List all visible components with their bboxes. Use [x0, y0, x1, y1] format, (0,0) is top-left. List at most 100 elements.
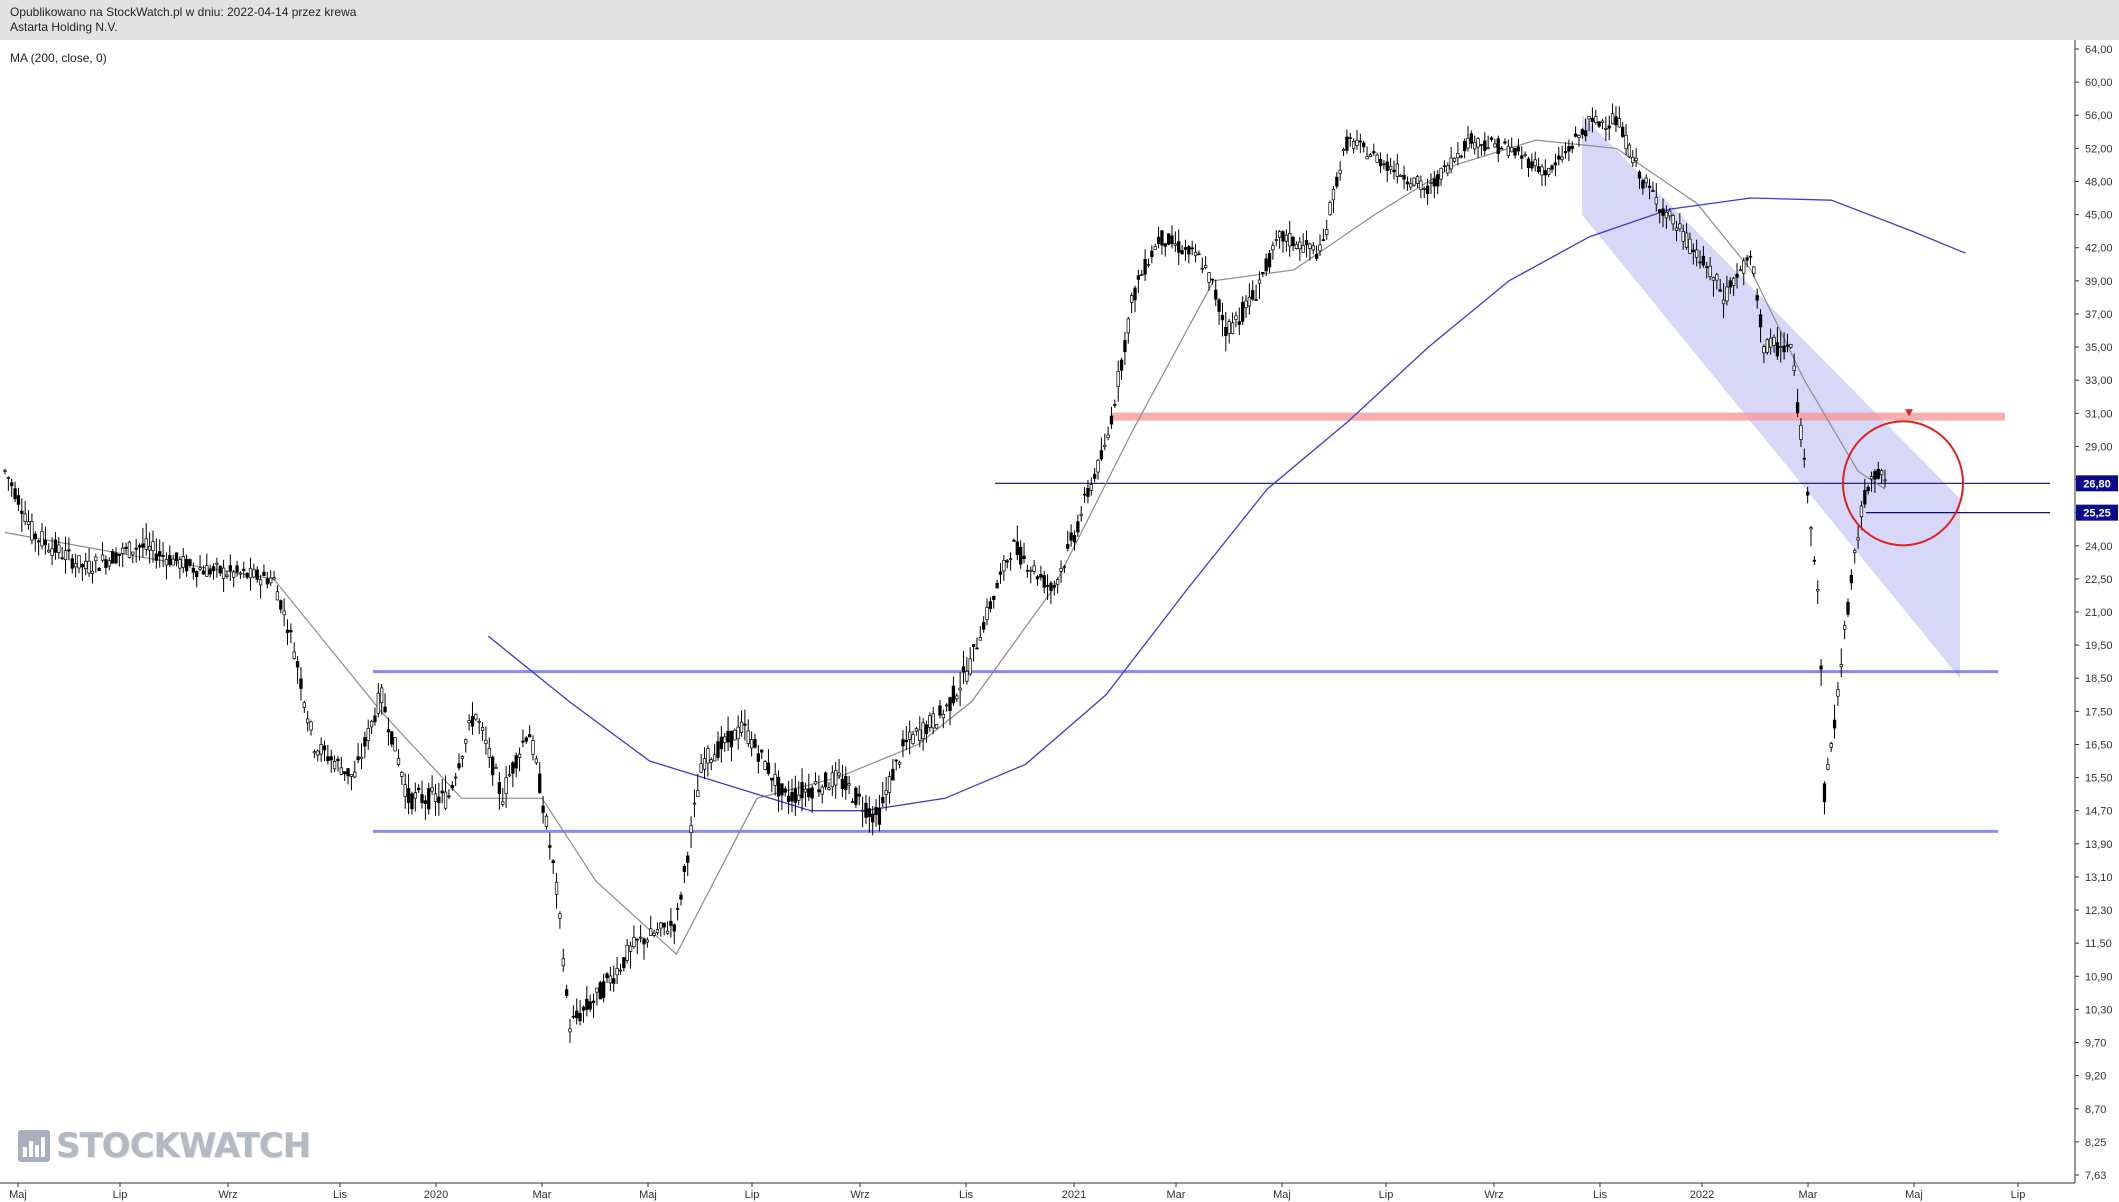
- candle: [484, 726, 488, 755]
- candle: [33, 531, 37, 552]
- candle: [255, 566, 259, 583]
- candle: [87, 548, 91, 577]
- candle: [1822, 781, 1827, 815]
- candle: [151, 530, 155, 563]
- candle: [174, 552, 179, 567]
- candle: [554, 872, 559, 909]
- candle: [1415, 174, 1420, 188]
- candle: [457, 753, 461, 771]
- candle: [1479, 143, 1484, 156]
- candle: [1604, 116, 1608, 142]
- candle: [1664, 205, 1669, 229]
- candle: [723, 732, 727, 752]
- candle: [921, 717, 925, 751]
- candle: [1557, 146, 1561, 166]
- candle: [709, 757, 713, 771]
- candle: [1082, 487, 1087, 504]
- candle: [127, 540, 132, 559]
- candle: [1274, 230, 1278, 246]
- candle: [1062, 564, 1067, 573]
- candle: [1425, 178, 1430, 205]
- candle: [154, 538, 158, 569]
- candle: [1261, 271, 1265, 278]
- candle: [171, 554, 175, 566]
- candle: [699, 754, 703, 774]
- candle: [195, 570, 199, 588]
- candle: [955, 693, 959, 702]
- candle: [433, 784, 438, 816]
- candle: [918, 716, 922, 748]
- candle: [1590, 107, 1595, 133]
- candle: [1338, 161, 1342, 181]
- candle: [773, 762, 777, 796]
- y-tick-label: 60,00: [2085, 77, 2113, 89]
- candle: [1607, 115, 1611, 141]
- candle: [329, 749, 333, 773]
- x-tick-label: Maj: [1273, 1189, 1291, 1201]
- y-tick-label: 13,90: [2085, 839, 2113, 851]
- candle: [215, 557, 219, 578]
- candle: [1476, 137, 1480, 159]
- candle: [339, 756, 343, 776]
- candle: [642, 937, 646, 960]
- candle: [1412, 177, 1416, 187]
- candle: [1839, 648, 1843, 678]
- candle: [1530, 153, 1534, 172]
- candle: [1842, 620, 1847, 640]
- candle: [924, 720, 929, 743]
- candle: [1264, 253, 1268, 277]
- candle: [1789, 343, 1793, 349]
- candle: [279, 599, 283, 614]
- candle: [1271, 241, 1275, 260]
- candle: [1755, 288, 1759, 309]
- candle: [70, 553, 74, 574]
- candle: [198, 555, 202, 572]
- candle: [558, 911, 562, 929]
- candle: [1701, 246, 1706, 268]
- candle: [1015, 525, 1019, 561]
- price-tag: 25,25: [2076, 504, 2118, 521]
- candle: [447, 789, 451, 800]
- candle: [736, 715, 740, 750]
- candle: [1227, 318, 1231, 344]
- candle: [998, 563, 1003, 584]
- candle: [353, 760, 357, 779]
- candle: [1752, 266, 1756, 278]
- candle: [1795, 388, 1800, 417]
- candle: [117, 554, 121, 567]
- candle: [1715, 272, 1719, 290]
- candle: [107, 557, 111, 571]
- candle: [1466, 125, 1470, 152]
- candle: [1584, 118, 1588, 142]
- candle: [1748, 250, 1753, 266]
- candle: [847, 775, 851, 795]
- candle: [380, 683, 384, 715]
- candle: [403, 773, 407, 809]
- candle: [860, 796, 865, 828]
- candle: [793, 775, 797, 817]
- candle: [1072, 530, 1077, 551]
- y-tick-label: 45,00: [2085, 210, 2113, 222]
- candle: [1288, 220, 1292, 257]
- candle: [242, 561, 246, 578]
- candle: [564, 984, 569, 999]
- candle: [16, 487, 21, 512]
- candle: [726, 716, 730, 752]
- x-tick-label: Lis: [959, 1189, 974, 1201]
- candle: [659, 921, 663, 937]
- candle: [544, 813, 549, 830]
- candle: [346, 768, 350, 785]
- candle: [1079, 506, 1083, 522]
- y-tick-label: 56,00: [2085, 110, 2113, 122]
- candle: [309, 720, 313, 736]
- candle: [158, 539, 162, 568]
- candle: [1738, 265, 1743, 272]
- candle: [1321, 228, 1326, 242]
- candle: [628, 941, 633, 969]
- candle: [443, 775, 448, 811]
- candle: [887, 771, 892, 804]
- candle: [568, 1018, 572, 1043]
- y-tick-label: 8,25: [2085, 1137, 2106, 1149]
- candle: [1496, 135, 1500, 163]
- candle: [1493, 138, 1497, 148]
